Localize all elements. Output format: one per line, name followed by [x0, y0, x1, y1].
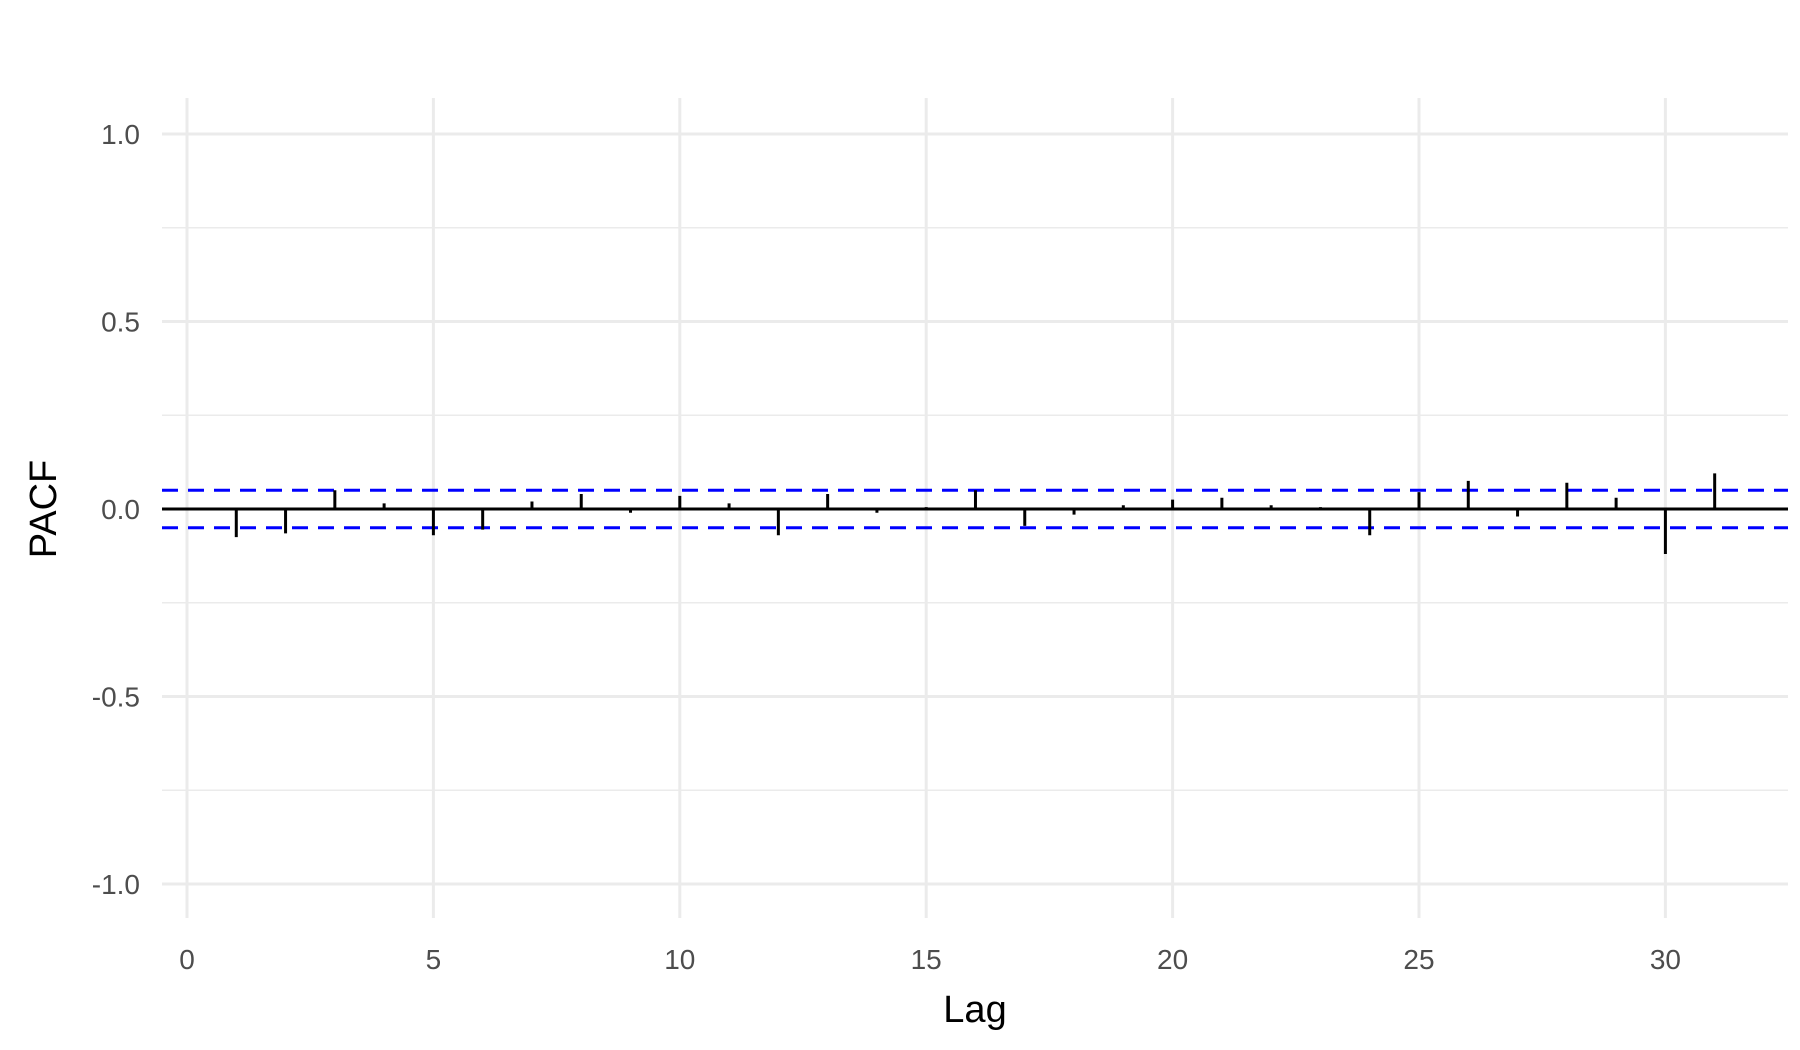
x-tick-label: 10 [664, 944, 695, 975]
y-tick-label: 0.0 [101, 494, 140, 525]
x-tick-label: 25 [1403, 944, 1434, 975]
x-tick-label: 15 [911, 944, 942, 975]
pacf-bars [234, 473, 1717, 554]
x-tick-label: 0 [179, 944, 195, 975]
y-tick-label: -0.5 [92, 682, 140, 713]
y-tick-labels: 1.0 0.5 0.0 -0.5 -1.0 [92, 119, 140, 900]
y-tick-label: 0.5 [101, 307, 140, 338]
y-axis-title: PACF [23, 460, 65, 559]
x-axis-title: Lag [943, 989, 1006, 1031]
y-tick-label: 1.0 [101, 119, 140, 150]
x-tick-label: 20 [1157, 944, 1188, 975]
x-tick-label: 30 [1650, 944, 1681, 975]
y-tick-label: -1.0 [92, 869, 140, 900]
x-tick-labels: 0 5 10 15 20 25 30 [179, 944, 1681, 975]
x-tick-label: 5 [426, 944, 442, 975]
